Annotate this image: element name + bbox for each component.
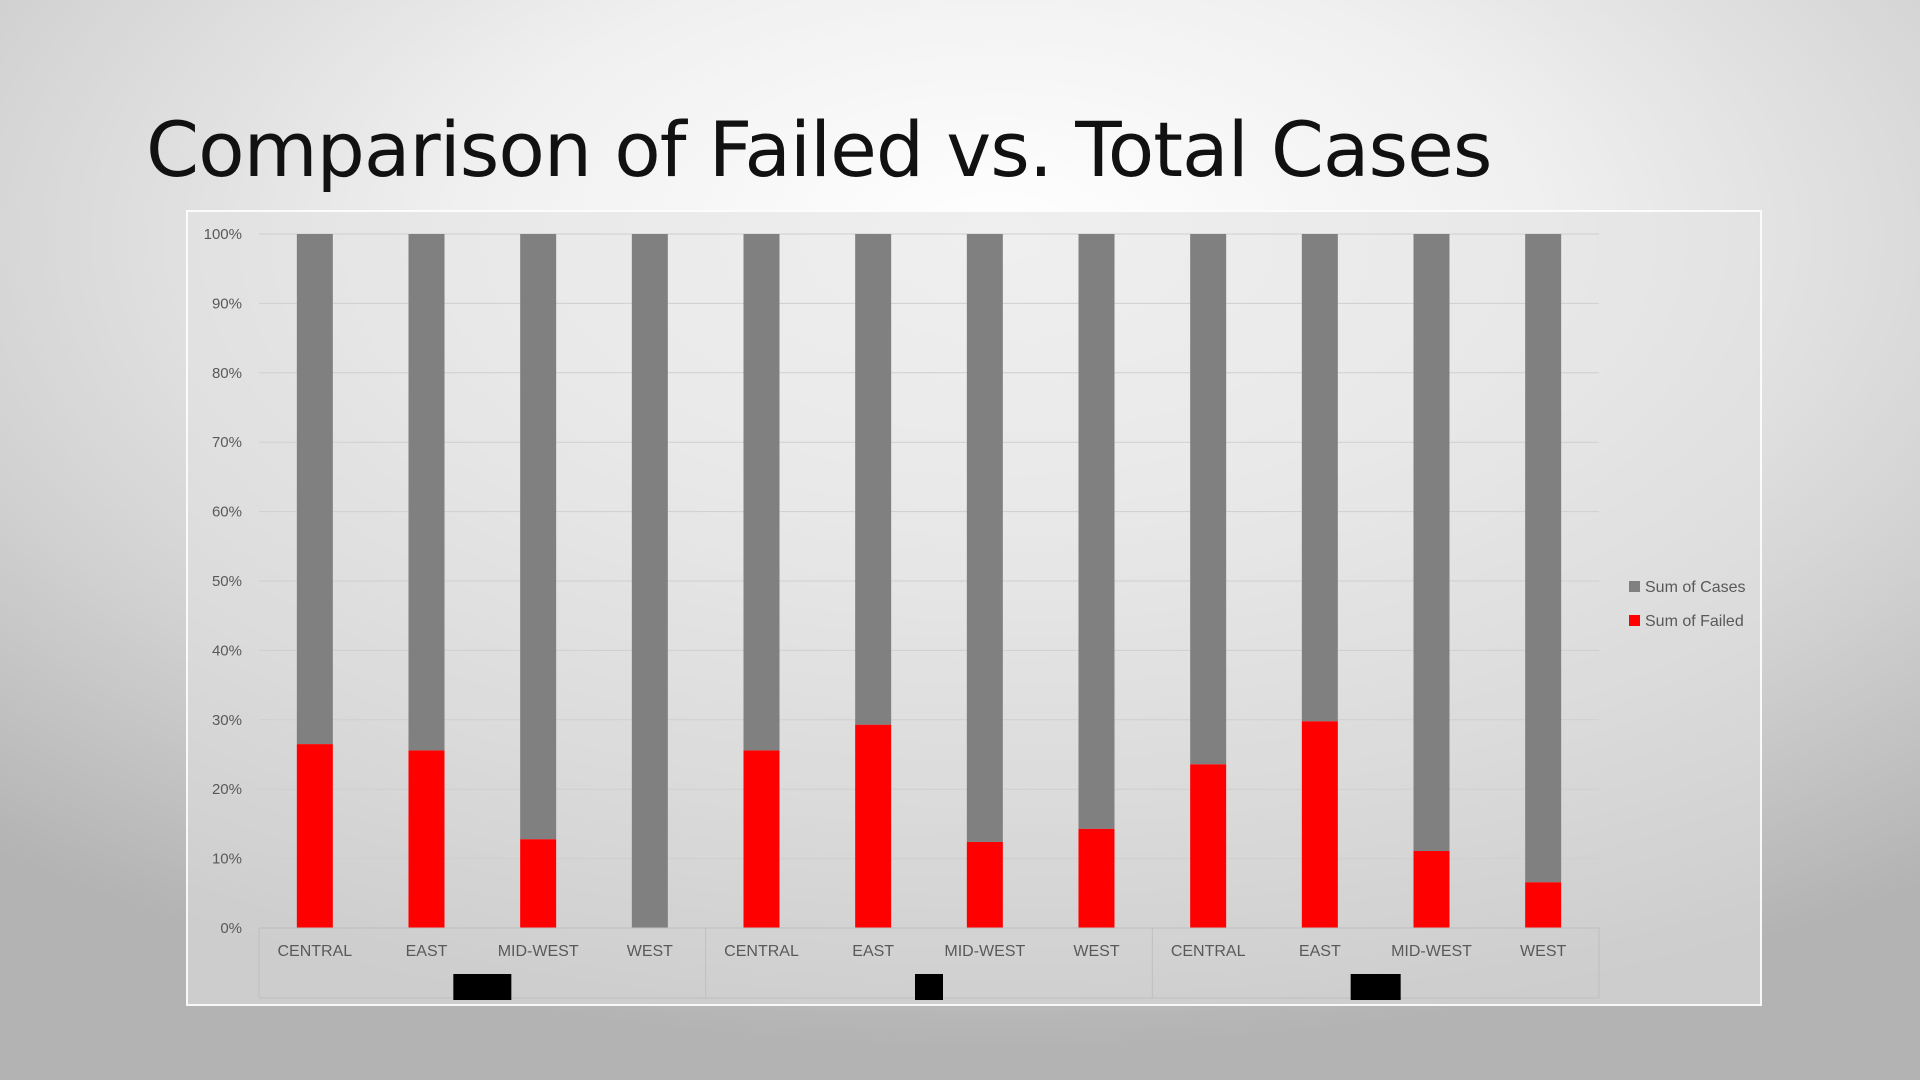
category-label: EAST	[1299, 943, 1341, 960]
bar-cases	[1190, 234, 1227, 765]
y-tick-label: 10%	[212, 851, 242, 868]
category-label: CENTRAL	[724, 943, 799, 960]
legend-label: Sum of Failed	[1645, 613, 1744, 630]
y-tick-label: 40%	[212, 642, 242, 659]
bar-failed	[855, 724, 892, 928]
redacted-group-label	[1350, 974, 1401, 1000]
category-label: MID-WEST	[498, 943, 579, 960]
category-label: MID-WEST	[944, 943, 1025, 960]
bar-cases	[296, 234, 333, 745]
gridlines	[259, 233, 1599, 929]
stacked-percent-bar-chart: 0% 10% 20% 30% 40% 50% 60% 70% 80% 90% 100% CENTRA…	[204, 226, 1745, 1000]
bar-cases	[631, 234, 668, 928]
bars	[296, 234, 1562, 928]
bar-failed	[1190, 764, 1227, 928]
bar-cases	[966, 234, 1003, 842]
bar-failed	[743, 750, 780, 928]
slide-title: Comparison of Failed vs. Total Cases	[146, 105, 1492, 194]
y-tick-label: 30%	[212, 712, 242, 729]
y-tick-label: 90%	[212, 295, 242, 312]
category-label: CENTRAL	[1171, 943, 1246, 960]
category-label: WEST	[627, 943, 673, 960]
bar-failed	[296, 744, 333, 928]
y-tick-label: 70%	[212, 434, 242, 451]
bar-cases	[1413, 234, 1450, 851]
legend-swatch	[1629, 581, 1640, 592]
bar-failed	[966, 841, 1003, 928]
category-label: MID-WEST	[1391, 943, 1472, 960]
bar-cases	[855, 234, 892, 725]
bar-failed	[408, 750, 445, 928]
category-label: WEST	[1520, 943, 1566, 960]
y-tick-label: 100%	[204, 226, 242, 243]
legend-label: Sum of Cases	[1645, 579, 1745, 596]
y-tick-label: 0%	[220, 920, 242, 937]
y-tick-label: 20%	[212, 781, 242, 798]
bar-cases	[1525, 234, 1562, 883]
bar-failed	[1301, 721, 1338, 928]
y-tick-label: 80%	[212, 365, 242, 382]
category-label: CENTRAL	[277, 943, 352, 960]
y-axis-ticks: 0% 10% 20% 30% 40% 50% 60% 70% 80% 90% 100%	[204, 226, 242, 937]
category-label: EAST	[406, 943, 448, 960]
bar-cases	[1078, 234, 1115, 829]
y-tick-label: 60%	[212, 504, 242, 521]
bar-failed	[520, 839, 557, 928]
bar-failed	[1525, 882, 1562, 928]
bar-failed	[1413, 850, 1450, 928]
legend: Sum of Cases Sum of Failed	[1629, 579, 1745, 630]
category-label: EAST	[852, 943, 894, 960]
redacted-group-label	[915, 974, 943, 1000]
chart-area: 0% 10% 20% 30% 40% 50% 60% 70% 80% 90% 100% CENTRA…	[186, 210, 1762, 1006]
legend-swatch	[1629, 615, 1640, 626]
bar-cases	[520, 234, 557, 840]
y-tick-label: 50%	[212, 573, 242, 590]
category-label: WEST	[1073, 943, 1119, 960]
category-axis: CENTRAL EAST MID-WEST WEST CENTRAL EAST MID-WE…	[258, 927, 1600, 1000]
bar-failed	[1078, 828, 1115, 928]
bar-cases	[408, 234, 445, 751]
bar-cases	[743, 234, 780, 751]
bar-cases	[1301, 234, 1338, 722]
redacted-group-label	[453, 974, 512, 1000]
